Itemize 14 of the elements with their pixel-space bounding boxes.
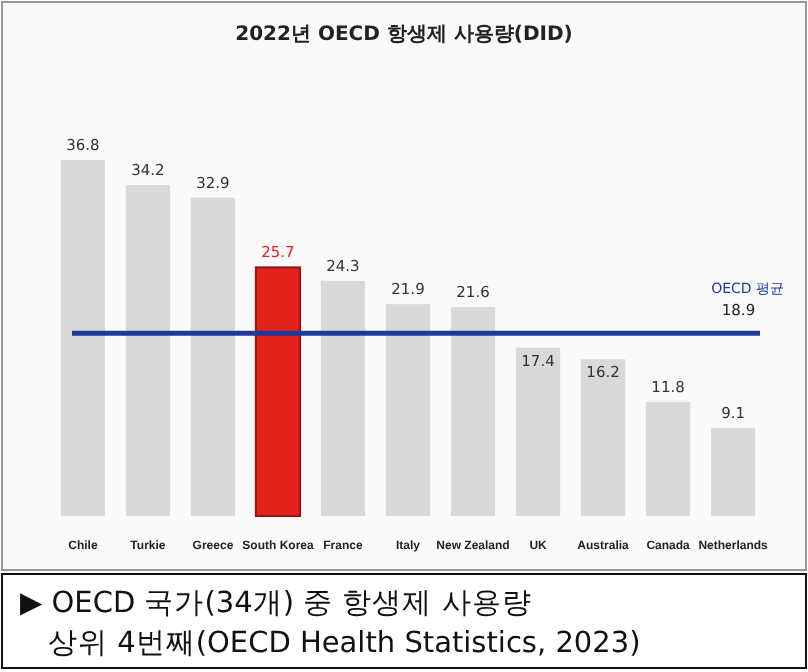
bar [580,359,626,516]
bar [710,427,756,516]
bar [645,401,691,516]
bar [450,307,496,516]
bar [254,266,302,517]
bar [60,160,106,516]
bar [190,197,236,516]
bar [125,185,171,516]
text: ▶ OECD 국가(34개) 중 항생제 사용량 [20,588,532,620]
bar [385,304,431,516]
bar [320,280,366,516]
bar [515,347,561,516]
chart-title: 2022년 OECD 항생제 사용량(DID) [235,24,573,46]
text: 상위 4번째(OECD Health Statistics, 2023) [48,628,641,660]
